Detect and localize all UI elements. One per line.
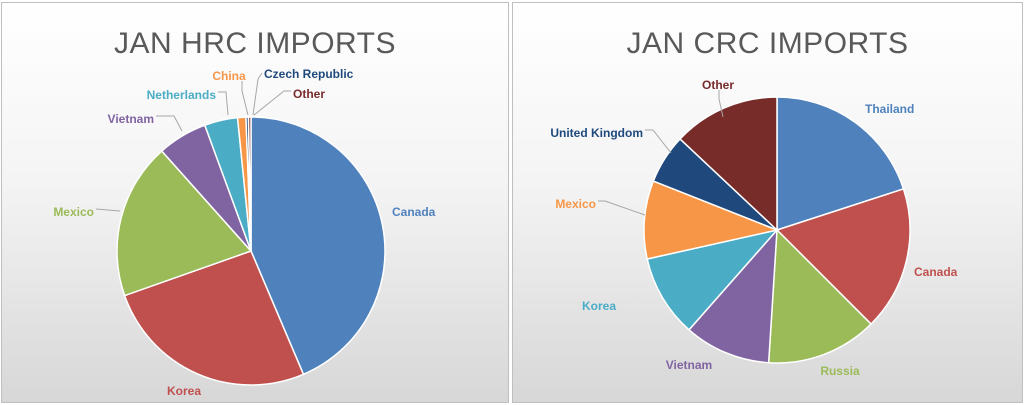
crc-label-vietnam: Vietnam (666, 358, 712, 372)
hrc-leader-line-mexico (95, 208, 121, 212)
crc-label-canada: Canada (914, 265, 958, 279)
crc-label-other: Other (702, 78, 734, 92)
hrc-leader-line-netherlands (218, 91, 229, 116)
crc-label-united-kingdom: United Kingdom (550, 126, 643, 140)
hrc-slice-korea (123, 250, 305, 386)
crc-chart-title: JAN CRC IMPORTS (626, 27, 909, 60)
hrc-leader-line-czech-republic (252, 72, 263, 116)
crc-label-korea: Korea (582, 299, 616, 313)
crc-slice-other (678, 96, 778, 232)
crc-slice-thailand (776, 96, 905, 232)
hrc-label-mexico: Mexico (53, 205, 94, 219)
crc-slice-korea (646, 228, 780, 331)
hrc-leader-line-vietnam (156, 115, 183, 132)
crc-chart-panel: JAN CRC IMPORTS Thailand Canada Russia Viet… (512, 2, 1023, 403)
hrc-slice-mexico (116, 149, 253, 297)
crc-slice-vietnam (687, 227, 778, 364)
hrc-label-other: Other (293, 87, 325, 101)
hrc-chart-title: JAN HRC IMPORTS (114, 27, 396, 60)
crc-label-russia: Russia (820, 364, 860, 378)
hrc-slice-other (247, 116, 252, 252)
hrc-label-netherlands: Netherlands (147, 88, 217, 102)
crc-slice-russia (767, 228, 873, 364)
crc-leader-line-mexico (598, 200, 646, 216)
crc-slice-canada (775, 187, 911, 326)
crc-leader-line-united-kingdom (645, 129, 672, 154)
crc-pie-chart: Thailand Canada Russia Vietnam Korea Mexico Un… (550, 78, 958, 378)
hrc-label-china: China (212, 69, 246, 83)
crc-leader-line-other (718, 90, 724, 118)
hrc-label-korea: Korea (167, 384, 201, 398)
hrc-label-czech-republic: Czech Republic (264, 67, 354, 81)
crc-label-thailand: Thailand (865, 102, 914, 116)
crc-label-mexico: Mexico (555, 197, 596, 211)
hrc-leader-line-china (241, 81, 249, 116)
hrc-label-vietnam: Vietnam (108, 112, 154, 126)
crc-slice-mexico (643, 180, 780, 260)
hrc-chart-panel: JAN HRC IMPORTS Canada Korea Mexico Vietnam… (1, 2, 509, 403)
hrc-pie-chart: Canada Korea Mexico Vietnam Netherlands China… (53, 67, 436, 398)
hrc-leader-line-other (253, 90, 291, 116)
hrc-slice-canada (250, 116, 386, 376)
hrc-label-canada: Canada (392, 205, 436, 219)
